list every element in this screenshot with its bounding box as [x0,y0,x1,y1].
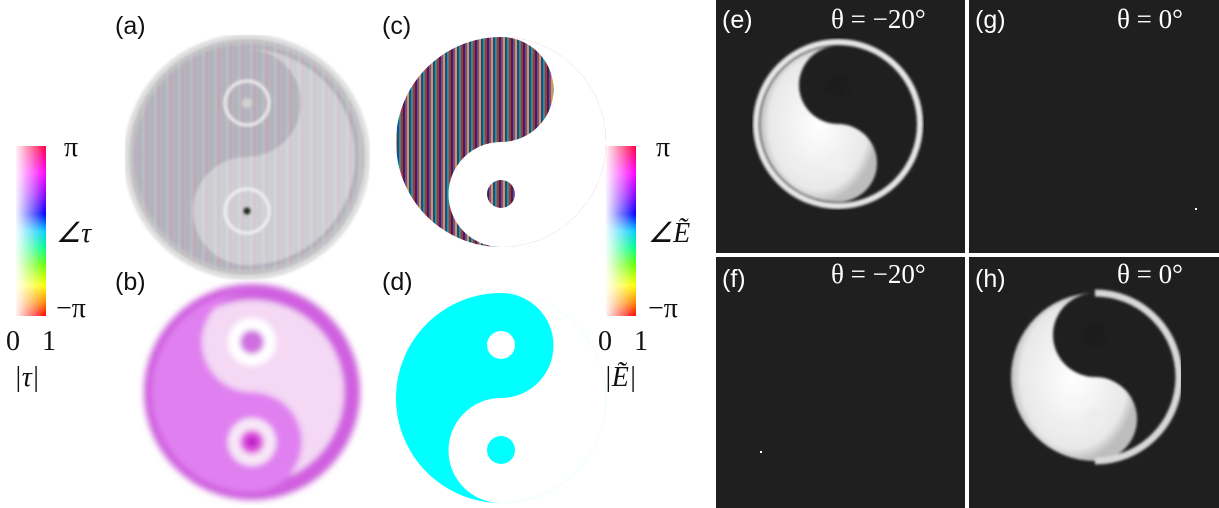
panel-g: (g) θ = 0° [969,0,1219,253]
colorbar-left-bottom-label: −π [56,293,86,324]
panel-label-a: (a) [115,12,146,40]
colorbar-right-middle-label: ∠Ẽ [648,218,691,249]
colorbar-right-mag-max: 1 [634,326,648,357]
panel-label-e: (e) [722,6,753,34]
panel-e-image [753,39,923,209]
panel-c-image [396,37,606,247]
colorbar-right-top-label: π [656,132,671,163]
panel-label-g: (g) [975,6,1006,34]
panel-e: (e) θ = −20° [716,0,965,253]
panel-label-d: (d) [382,268,413,296]
noise-speck [760,451,762,453]
panel-d-image [396,293,606,503]
colorbar-left-mag-min: 0 [6,326,20,357]
panel-label-h: (h) [975,265,1006,293]
panel-f: (f) θ = −20° [716,257,965,508]
panel-h-image [1011,289,1181,465]
angle-label-e: θ = −20° [831,4,926,34]
panel-a-image [125,35,370,280]
colorbar-left-top-label: π [64,132,79,163]
colorbar-phase-E [606,146,636,316]
angle-label-f: θ = −20° [831,259,926,289]
panel-label-f: (f) [722,265,746,293]
panel-h: (h) θ = 0° [969,257,1219,508]
colorbar-right-bottom-label: −π [648,293,678,324]
colorbar-left-middle-label: ∠τ [56,218,92,249]
colorbar-left-mag-max: 1 [42,326,56,357]
angle-label-g: θ = 0° [1117,4,1183,34]
colorbar-left-mag-label: |τ| [14,362,40,393]
colorbar-right-mag-min: 0 [598,326,612,357]
panel-label-b: (b) [115,268,146,296]
panel-b-image [142,282,362,502]
colorbar-right-mag-label: |Ẽ| [604,362,637,393]
noise-speck [1195,208,1197,210]
colorbar-phase-tau [16,146,46,316]
panel-label-c: (c) [382,12,412,40]
angle-label-h: θ = 0° [1117,259,1183,289]
